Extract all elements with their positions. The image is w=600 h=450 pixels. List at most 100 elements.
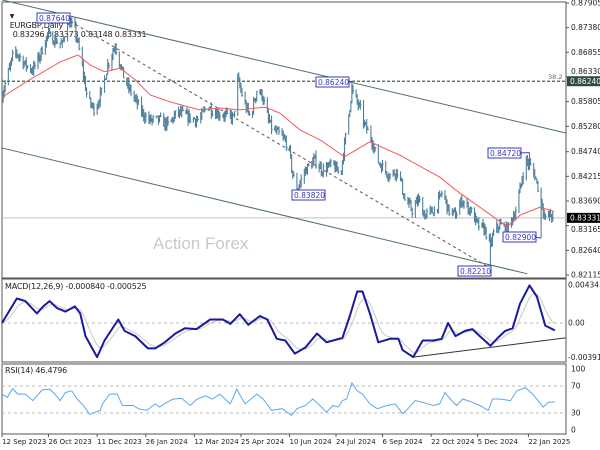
price-bar <box>485 227 488 240</box>
price-bar <box>231 111 234 125</box>
price-axis-label: 0.82640 <box>571 246 600 255</box>
triangle-down-icon[interactable]: ▼ <box>9 13 15 20</box>
price-bar <box>71 17 73 28</box>
price-bar <box>145 112 147 123</box>
price-bar <box>518 189 521 214</box>
price-bar <box>500 218 503 225</box>
price-bar <box>4 79 7 93</box>
rsi-axis-label: 70 <box>571 382 581 391</box>
price-bar <box>182 105 184 112</box>
price-axis-label: 0.83690 <box>571 197 600 206</box>
price-bar <box>19 53 22 62</box>
channel-trendline <box>1 0 566 134</box>
price-bar <box>441 190 443 198</box>
price-bar <box>300 174 303 188</box>
price-bar <box>352 84 355 94</box>
price-bar <box>455 211 458 219</box>
price-panel-frame <box>1 1 567 279</box>
price-bar <box>478 217 480 231</box>
price-axis-label: 0.86855 <box>571 48 600 57</box>
chart-header: ▼ EURGBP,Daily 0.83296 0.83373 0.83148 0… <box>5 2 147 39</box>
price-bar <box>315 150 318 169</box>
price-bar <box>515 206 517 221</box>
fib-price-badge <box>567 76 600 87</box>
price-bar <box>248 110 251 116</box>
fib-price-badge-label: 0.86240 <box>570 77 600 86</box>
macd-axis-label: -0.003916 <box>568 353 600 362</box>
price-bar <box>174 110 177 119</box>
price-axis-label: 0.87905 <box>571 0 600 8</box>
price-bar <box>348 113 350 135</box>
price-bar <box>241 87 244 97</box>
price-bar <box>463 200 466 209</box>
price-bar <box>41 46 44 55</box>
price-bar <box>100 87 103 96</box>
price-axis-label: 0.85280 <box>571 122 600 131</box>
price-bar <box>271 115 273 135</box>
annotation-label: 0.83820 <box>294 191 325 200</box>
macd-axis-label: 0.004341 <box>568 281 600 290</box>
annotation-label: 0.84720 <box>490 149 521 158</box>
price-bar <box>396 169 399 179</box>
date-axis-label: 10 Jun 2024 <box>290 438 333 446</box>
price-bar <box>197 115 199 122</box>
annotation-label: 0.86240 <box>318 78 349 87</box>
date-axis-label: 12 Mar 2024 <box>194 438 239 446</box>
annotation-box <box>36 12 71 24</box>
price-bar <box>86 87 88 98</box>
fib-level-label: 38.2 <box>548 73 562 81</box>
price-bar <box>359 99 362 110</box>
price-bar <box>130 84 133 97</box>
price-bar <box>345 132 347 145</box>
price-bar <box>108 62 110 70</box>
price-bar <box>433 206 436 217</box>
price-bar <box>234 110 236 118</box>
price-bar <box>167 115 170 126</box>
price-bar <box>330 158 332 168</box>
moving-average-line <box>1 54 554 228</box>
price-bar <box>26 65 29 70</box>
price-bar <box>537 181 540 193</box>
rsi-title: RSI(14) 46.4796 <box>5 366 68 375</box>
price-bar <box>63 36 66 43</box>
price-bar <box>448 204 451 216</box>
price-bar <box>322 163 325 178</box>
price-bar <box>552 211 554 222</box>
price-bar <box>103 75 106 93</box>
date-axis-label: 26 Jan 2024 <box>146 438 189 446</box>
date-axis-label: 22 Oct 2024 <box>431 438 475 446</box>
price-bar <box>470 206 473 214</box>
date-axis-label: 24 Jul 2024 <box>336 438 376 446</box>
rsi-axis-label: 30 <box>571 409 581 418</box>
price-bar <box>418 195 421 203</box>
price-bar <box>152 115 155 123</box>
annotation-box <box>487 147 522 159</box>
price-bar <box>492 228 495 237</box>
price-bar <box>78 37 81 51</box>
annotation-label: 0.87640 <box>39 14 70 23</box>
price-axis-label: 0.87380 <box>571 23 600 32</box>
price-bar <box>137 99 140 106</box>
symbol-label: EURGBP,Daily <box>9 21 64 30</box>
price-bar <box>426 208 429 219</box>
price-bar <box>49 27 51 34</box>
price-bar <box>93 102 96 117</box>
macd-axis-label: 0.00 <box>568 319 585 328</box>
last-price-badge-label: 0.83331 <box>570 214 600 223</box>
annotation-box <box>502 231 537 243</box>
price-bar <box>278 126 281 135</box>
price-bar <box>337 166 340 175</box>
price-bar <box>56 38 59 44</box>
price-axis-label: 0.82115 <box>571 271 600 280</box>
price-bar <box>522 172 525 185</box>
date-axis-label: 11 Dec 2023 <box>97 438 142 446</box>
rsi-line <box>1 381 555 416</box>
date-axis-label: 22 Jan 2025 <box>528 438 570 446</box>
annotation-label: 0.82210 <box>460 267 491 276</box>
price-bar <box>160 112 162 118</box>
price-bar <box>411 207 414 218</box>
price-bar <box>256 90 258 102</box>
channel-trendline <box>1 147 528 275</box>
date-axis-label: 25 Apr 2024 <box>241 438 285 446</box>
